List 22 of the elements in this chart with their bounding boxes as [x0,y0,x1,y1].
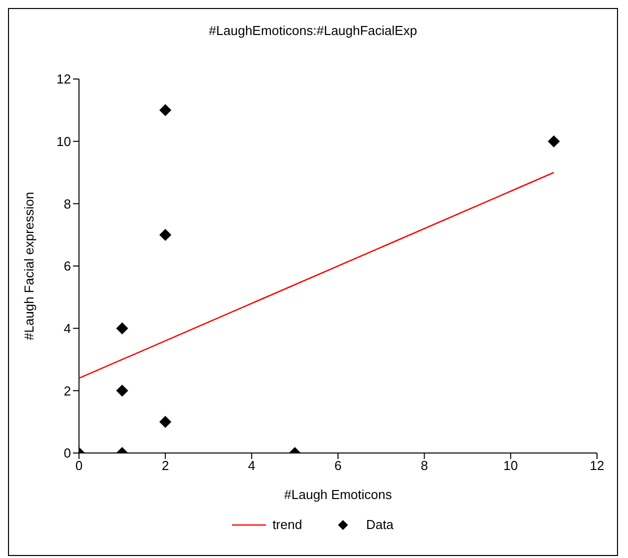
x-tick-label: 4 [248,458,256,474]
x-tick-label: 12 [590,458,604,474]
y-axis-title: #Laugh Facial expression [22,192,37,340]
point [159,104,172,116]
x-tick-label: 8 [420,458,428,474]
point [159,228,172,241]
y-tick-label: 12 [56,72,71,87]
x-tick-label: 2 [162,458,169,474]
y-tick-label: 8 [64,196,71,212]
x-tick-label: 6 [334,458,342,474]
y-tick-label: 0 [64,446,71,461]
x-axis-title: #Laugh Emoticons [284,487,392,502]
point [548,135,560,148]
chart-title: #LaughEmoticons:#LaughFacialExp [208,23,418,40]
x-tick-label: 0 [75,458,83,474]
legend-label: trend [272,517,302,532]
y-tick-label: 2 [64,383,71,398]
y-tick-label: 4 [64,320,71,336]
y-tick-label: 10 [56,134,71,149]
x-tick-label: 10 [503,458,518,474]
y-tick-label: 6 [64,258,71,274]
legend-label: Data [366,517,394,532]
